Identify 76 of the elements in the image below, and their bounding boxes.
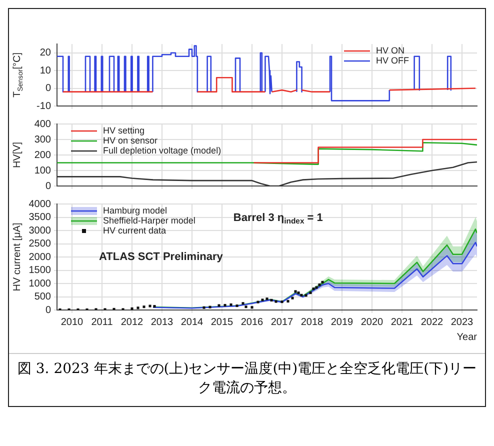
y-tick-label: 2500: [28, 238, 52, 250]
point: [224, 304, 226, 307]
point: [208, 306, 212, 308]
x-tick-label: 2022: [420, 316, 444, 328]
point: [242, 302, 244, 305]
y-axis-title: HV[V]: [12, 142, 23, 168]
point: [153, 305, 156, 308]
point: [274, 300, 278, 303]
y-tick-label: 0: [45, 304, 52, 316]
y-tick-label: 200: [34, 150, 52, 161]
legend-label: Full depletion voltage (model): [103, 145, 222, 156]
point: [136, 306, 140, 310]
point: [256, 300, 260, 304]
point: [218, 304, 220, 307]
y-tick-label: 3000: [28, 225, 52, 236]
legend-label: Hamburg model: [103, 205, 168, 216]
x-tick-label: 2011: [91, 316, 114, 328]
legend-label: HV current data: [103, 225, 166, 236]
point: [270, 298, 273, 302]
y-tick-label: 1000: [28, 278, 52, 290]
point: [130, 307, 134, 310]
x-tick-label: 2016: [240, 316, 264, 328]
annotation: ATLAS SCT Preliminary: [99, 251, 224, 264]
point: [266, 298, 268, 300]
x-tick-label: 2019: [330, 316, 354, 328]
legend-label: HV OFF: [376, 55, 410, 66]
x-tick-label: 2017: [270, 316, 294, 328]
point: [309, 292, 312, 294]
legend-label: HV ON: [376, 45, 405, 56]
point: [142, 306, 146, 308]
point: [244, 306, 248, 308]
y-tick-label: 20: [40, 48, 52, 59]
y-axis-title: HV current [μA]: [12, 222, 23, 292]
x-tick-label: 2012: [120, 316, 144, 328]
y-tick-label: -10: [36, 100, 52, 112]
point: [297, 292, 300, 294]
y-tick-label: 0: [45, 180, 52, 192]
point: [321, 280, 324, 284]
point: [286, 300, 290, 303]
legend-label: Sheffield-Harper model: [103, 215, 196, 226]
y-tick-label: 3500: [28, 212, 52, 223]
legend-label: HV on sensor: [103, 135, 158, 146]
point: [318, 284, 321, 286]
x-tick-label: 2014: [180, 316, 204, 328]
x-axis-title: Year: [456, 332, 478, 343]
y-tick-label: 2000: [28, 252, 52, 263]
y-tick-label: 10: [40, 65, 52, 76]
x-tick-label: 2023: [450, 316, 474, 328]
point: [291, 296, 294, 300]
x-tick-label: 2018: [300, 316, 324, 328]
legend-label: HV setting: [103, 125, 145, 136]
x-tick-label: 2020: [360, 316, 384, 328]
y-tick-label: 400: [34, 118, 52, 130]
point: [236, 304, 238, 308]
point: [294, 290, 297, 293]
point: [315, 286, 318, 289]
y-tick-label: 500: [34, 292, 52, 302]
x-tick-label: 2013: [150, 316, 174, 328]
point: [280, 300, 284, 304]
y-tick-label: 4000: [28, 198, 52, 210]
x-tick-label: 2021: [390, 316, 414, 328]
point: [312, 288, 315, 290]
point: [250, 306, 254, 309]
y-tick-label: 1500: [28, 265, 52, 276]
point: [300, 294, 303, 296]
y-tick-label: 0: [45, 83, 52, 94]
y-tick-label: 100: [34, 165, 52, 176]
point: [304, 294, 308, 297]
x-tick-label: 2015: [210, 316, 234, 328]
point: [261, 298, 264, 302]
point: [230, 303, 232, 306]
point: [148, 304, 152, 308]
x-tick-label: 2010: [60, 316, 84, 328]
point: [202, 306, 206, 309]
caption: 図 3. 2023 年末までの(上)センサー温度(中)電圧と全空乏化電圧(下)リーク電流の予想。: [17, 360, 477, 398]
y-tick-label: 300: [34, 134, 52, 146]
